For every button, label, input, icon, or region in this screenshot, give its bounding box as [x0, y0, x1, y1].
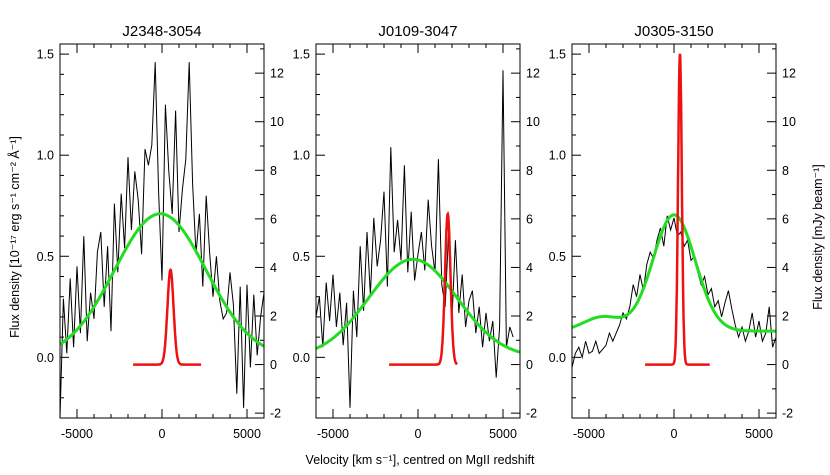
mgii-fit-curve	[572, 213, 776, 333]
mgii-fit-curve	[316, 257, 520, 354]
y-axis-label-right: Flux density [mJy beam⁻¹]	[811, 164, 825, 310]
spectrum-line	[572, 215, 776, 368]
x-tick-label: 0	[159, 427, 166, 441]
y-tick-label-left: 1.5	[293, 48, 310, 62]
y-tick-label-left: 0.5	[37, 250, 54, 264]
x-tick-label: 5000	[489, 427, 517, 441]
y-tick-label-right: 6	[526, 212, 533, 226]
x-axis-label: Velocity [km s⁻¹], centred on MgII redsh…	[306, 453, 535, 467]
panel-title: J2348-3054	[122, 23, 201, 40]
panel-1: J0109-3047 -5000 0 5000 0.0 0.5 1.0 1.5 -2 0 2 4 6 8 1…	[293, 23, 540, 441]
y-tick-label-right: 12	[270, 67, 284, 81]
mgii-fit-curve	[60, 212, 264, 348]
plot-area	[60, 62, 264, 418]
x-tick-label: 5000	[233, 427, 261, 441]
panel-title: J0305-3150	[634, 23, 713, 40]
y-tick-label-right: 0	[526, 358, 533, 372]
y-tick-label-left: 0.5	[293, 250, 310, 264]
x-tick-label: -5000	[317, 427, 349, 441]
y-tick-label-right: 4	[782, 261, 789, 275]
panel-2: J0305-3150 -5000 0 5000 0.0 0.5 1.0 1.5 -2 0 2 4 6 8 1…	[549, 23, 796, 441]
y-tick-label-right: 4	[270, 261, 277, 275]
y-tick-label-right: 10	[526, 115, 540, 129]
x-tick-label: -5000	[61, 427, 93, 441]
y-tick-label-right: 10	[270, 115, 284, 129]
spectrum-line	[60, 62, 264, 418]
y-tick-label-left: 0.0	[37, 351, 54, 365]
y-tick-label-right: -2	[526, 407, 537, 421]
y-tick-label-left: 0.0	[549, 351, 566, 365]
panel-title: J0109-3047	[378, 23, 457, 40]
y-tick-label-right: 12	[782, 67, 796, 81]
y-tick-label-right: 12	[526, 67, 540, 81]
x-tick-label: 0	[415, 427, 422, 441]
y-tick-label-right: -2	[270, 407, 281, 421]
cii-line-curve	[133, 268, 202, 366]
y-tick-label-right: 2	[270, 310, 277, 324]
y-tick-label-left: 1.0	[549, 149, 566, 163]
y-tick-label-right: 0	[270, 358, 277, 372]
y-tick-label-left: 0.5	[549, 250, 566, 264]
x-tick-label: 0	[671, 427, 678, 441]
y-tick-label-left: 0.0	[293, 351, 310, 365]
plot-frame	[315, 43, 521, 419]
x-tick-label: 5000	[745, 427, 773, 441]
plot-area	[572, 53, 776, 368]
spectrum-line	[316, 70, 514, 408]
y-tick-label-right: 6	[782, 212, 789, 226]
plot-area	[316, 70, 520, 408]
cii-line-curve	[645, 53, 710, 366]
y-tick-label-right: 2	[526, 310, 533, 324]
y-tick-label-left: 1.0	[37, 149, 54, 163]
y-tick-label-right: 0	[782, 358, 789, 372]
cii-line-curve	[389, 210, 458, 366]
y-tick-label-right: 6	[270, 212, 277, 226]
panel-0: J2348-3054 -5000 0 5000 0.0 0.5 1.0 1.5 -2 0 2 4 6 8 1…	[37, 23, 284, 441]
y-tick-label-right: 8	[270, 164, 277, 178]
y-tick-label-left: 1.5	[549, 48, 566, 62]
y-tick-label-left: 1.0	[293, 149, 310, 163]
y-tick-label-left: 1.5	[37, 48, 54, 62]
y-tick-label-right: 8	[782, 164, 789, 178]
y-tick-label-right: -2	[782, 407, 793, 421]
y-tick-label-right: 8	[526, 164, 533, 178]
y-axis-label-left: Flux density [10⁻¹⁷ erg s⁻¹ cm⁻² Å⁻¹]	[7, 136, 22, 338]
y-tick-label-right: 4	[526, 261, 533, 275]
y-tick-label-right: 10	[782, 115, 796, 129]
x-tick-label: -5000	[573, 427, 605, 441]
y-tick-label-right: 2	[782, 310, 789, 324]
